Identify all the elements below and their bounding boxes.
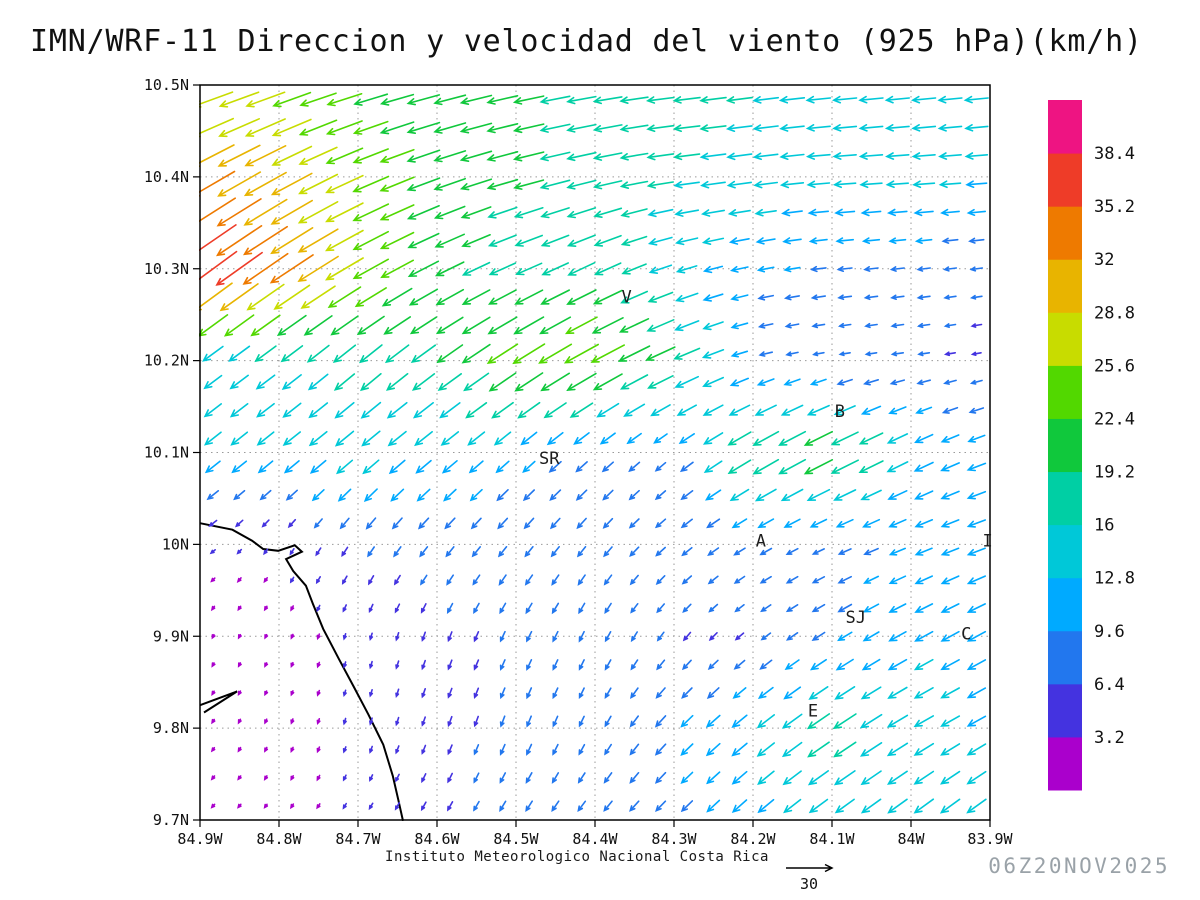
colorbar-segment [1048,683,1082,738]
x-tick-label: 84.7W [335,830,381,848]
x-tick-label: 84.2W [730,830,776,848]
colorbar-tick-label: 25.6 [1094,356,1135,376]
reference-arrow-label: 30 [800,875,818,893]
x-tick-label: 84.6W [414,830,460,848]
y-tick-label: 10.2N [144,352,189,370]
colorbar-segment [1048,100,1082,154]
city-label-a: A [756,532,766,552]
y-tick-label: 10.1N [144,444,189,462]
colorbar-tick-label: 35.2 [1094,197,1135,217]
axis-labels: 10.5N 10.4N 10.3N 10.2N 10.1N 10N 9.9N 9.8N 9.7N… [144,76,1014,848]
colorbar-tick-label: 12.8 [1094,569,1135,589]
colorbar-tick-label: 16 [1094,516,1114,536]
colorbar: 3.2 6.4 9.6 12.8 16 19.2 22.4 25.6 28.8 32 35.2 38.… [1048,100,1135,791]
colorbar-segment [1048,577,1082,632]
y-tick-label: 9.9N [153,627,189,645]
city-label-b: B [835,402,845,422]
colorbar-segment [1048,471,1082,526]
x-tick-label: 84.4W [572,830,618,848]
x-tick-label: 83.9W [967,830,1013,848]
colorbar-tick-label: 19.2 [1094,463,1135,483]
city-label-sr: SR [539,449,560,469]
x-tick-label: 84.3W [651,830,697,848]
colorbar-segment [1048,418,1082,473]
x-tick-label: 84.5W [493,830,539,848]
x-tick-label: 84.8W [256,830,302,848]
x-tick-label: 84.1W [809,830,855,848]
colorbar-segment [1048,365,1082,419]
reference-arrow: 30 [786,863,834,893]
timestamp-label: 06Z20NOV2025 [988,854,1170,878]
colorbar-segment [1048,312,1082,366]
city-label-sj: SJ [845,608,865,628]
city-label-v: V [621,287,631,307]
colorbar-tick-label: 38.4 [1094,144,1135,164]
colorbar-segment [1048,524,1082,579]
colorbar-segment [1048,630,1082,685]
colorbar-segment [1048,736,1082,791]
city-labels: V B SR A SJ C E I [539,287,993,721]
map-gridlines [200,85,990,820]
y-tick-label: 10N [162,535,189,553]
colorbar-segment [1048,206,1082,260]
colorbar-tick-label: 32 [1094,250,1114,270]
city-label-e: E [808,702,818,722]
wind-vector-field [199,91,989,814]
city-label-i: I [982,532,992,552]
city-label-c: C [961,625,971,645]
colorbar-tick-label: 22.4 [1094,410,1135,430]
colorbar-tick-label: 9.6 [1094,622,1125,642]
y-tick-label: 9.8N [153,719,189,737]
colorbar-tick-label: 6.4 [1094,675,1125,695]
y-tick-label: 9.7N [153,811,189,829]
y-tick-label: 10.5N [144,76,189,94]
colorbar-segment [1048,153,1082,207]
institute-label: Instituto Meteorologico Nacional Costa R… [385,849,769,865]
colorbar-segment [1048,259,1082,313]
colorbar-tick-label: 28.8 [1094,303,1135,323]
y-tick-label: 10.3N [144,260,189,278]
chart-title: IMN/WRF-11 Direccion y velocidad del vie… [30,24,1143,59]
y-tick-label: 10.4N [144,168,189,186]
x-tick-label: 84.9W [177,830,223,848]
coastline [199,522,404,821]
colorbar-tick-label: 3.2 [1094,728,1125,748]
x-tick-label: 84W [897,830,925,848]
